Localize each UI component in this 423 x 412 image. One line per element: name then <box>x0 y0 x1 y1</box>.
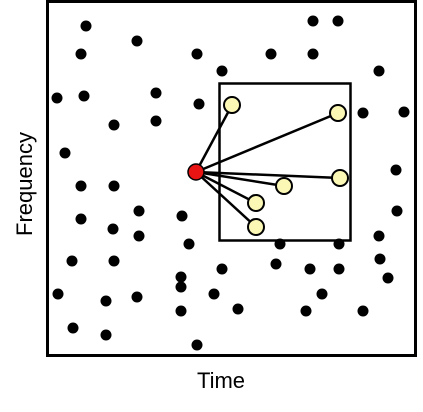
peak-dot <box>108 180 120 192</box>
peak-dot <box>66 255 78 267</box>
peak-dot <box>316 288 328 300</box>
pair-link-line <box>195 170 257 205</box>
target-peak <box>329 104 347 122</box>
peak-dot <box>307 15 319 27</box>
peak-dot <box>232 303 244 315</box>
target-peak <box>275 177 293 195</box>
peak-dot <box>390 164 402 176</box>
peak-dot <box>51 92 63 104</box>
peak-dot <box>373 230 385 242</box>
peak-dot <box>183 238 195 250</box>
pair-link-line <box>195 170 341 180</box>
peak-dot <box>391 205 403 217</box>
peak-dot <box>108 119 120 131</box>
peak-dot <box>100 329 112 341</box>
peak-dot <box>208 288 220 300</box>
peak-dot <box>100 295 112 307</box>
peak-dot <box>216 65 228 77</box>
peak-dot <box>191 339 203 351</box>
peak-dot <box>107 223 119 235</box>
y-axis-label: Frequency <box>12 132 37 236</box>
peak-dot <box>131 291 143 303</box>
background-peaks <box>51 15 410 351</box>
pair-link-line <box>195 170 285 188</box>
peak-dot <box>150 115 162 127</box>
peak-dot <box>191 48 203 60</box>
peak-dot <box>300 305 312 317</box>
peak-dot <box>59 147 71 159</box>
peak-dot <box>175 281 187 293</box>
peak-dot <box>333 238 345 250</box>
target-peak <box>247 218 265 236</box>
target-zone-peaks <box>223 96 349 236</box>
target-peak <box>247 194 265 212</box>
peak-dot <box>108 255 120 267</box>
peak-dot <box>78 90 90 102</box>
peak-dot <box>75 213 87 225</box>
peak-dot <box>175 271 187 283</box>
pair-link-line <box>194 104 234 173</box>
pair-link-line <box>195 171 257 228</box>
peak-dot <box>175 305 187 317</box>
peak-dot <box>131 35 143 47</box>
peak-dot <box>265 48 277 60</box>
peak-dot <box>374 253 386 265</box>
peak-dot <box>357 305 369 317</box>
peak-dot <box>52 288 64 300</box>
anchor-peak <box>187 163 205 181</box>
peak-dot <box>382 272 394 284</box>
peak-dot <box>176 210 188 222</box>
peak-dot <box>80 20 92 32</box>
peak-dot <box>67 322 79 334</box>
peak-dot <box>373 65 385 77</box>
peak-dot <box>270 258 282 270</box>
peak-dot <box>216 263 228 275</box>
peak-dot <box>75 48 87 60</box>
peak-dot <box>133 205 145 217</box>
peak-dot <box>150 87 162 99</box>
pair-link-line <box>195 111 339 174</box>
peak-dot <box>332 15 344 27</box>
peak-dot <box>357 107 369 119</box>
peak-dot <box>307 48 319 60</box>
peak-dot <box>398 106 410 118</box>
peak-dot <box>304 263 316 275</box>
target-peak <box>331 169 349 187</box>
x-axis-label: Time <box>197 368 245 393</box>
plot-frame <box>46 0 417 357</box>
peak-dot <box>333 263 345 275</box>
target-peak <box>223 96 241 114</box>
peak-dot <box>193 98 205 110</box>
peak-pair-links <box>194 104 341 228</box>
peak-dot <box>133 230 145 242</box>
peak-dot <box>274 238 286 250</box>
peak-dot <box>75 180 87 192</box>
